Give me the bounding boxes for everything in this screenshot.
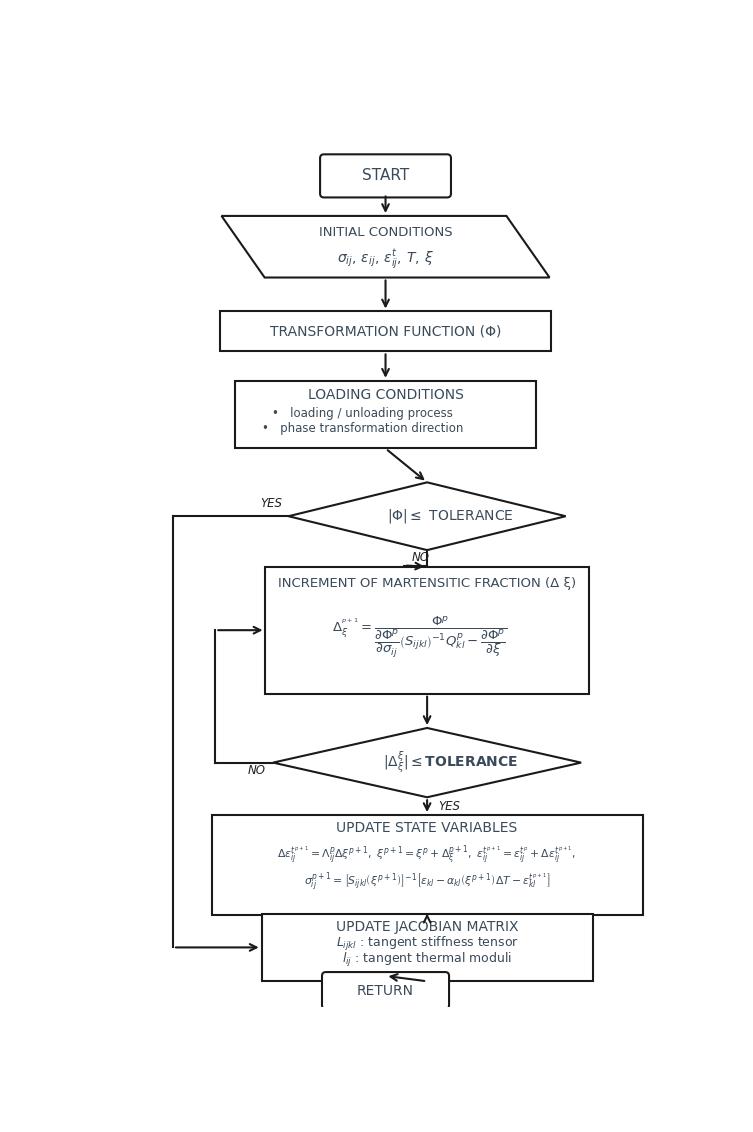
Bar <box>265 567 589 694</box>
Text: •   loading / unloading process: • loading / unloading process <box>272 406 453 420</box>
Text: UPDATE JACOBIAN MATRIX: UPDATE JACOBIAN MATRIX <box>336 920 518 934</box>
Bar <box>236 380 535 448</box>
Text: $L_{ijkl}$ : tangent stiffness tensor: $L_{ijkl}$ : tangent stiffness tensor <box>336 935 519 953</box>
Text: RETURN: RETURN <box>357 984 414 997</box>
Text: $|\Phi| \leq$ TOLERANCE: $|\Phi| \leq$ TOLERANCE <box>387 507 514 525</box>
Polygon shape <box>273 728 581 797</box>
FancyBboxPatch shape <box>320 154 451 197</box>
FancyBboxPatch shape <box>322 972 449 1009</box>
Text: INCREMENT OF MARTENSITIC FRACTION (Δ ξ): INCREMENT OF MARTENSITIC FRACTION (Δ ξ) <box>278 577 576 591</box>
Text: NO: NO <box>248 764 265 777</box>
Text: INITIAL CONDITIONS: INITIAL CONDITIONS <box>319 226 453 239</box>
Text: $\Delta_\xi^{^{p+1}} = \dfrac{\Phi^p}{\dfrac{\partial\Phi^p}{\partial\sigma_{ij}: $\Delta_\xi^{^{p+1}} = \dfrac{\Phi^p}{\d… <box>331 616 508 660</box>
Text: $\sigma_{ij}^{p+1} = \left[S_{ijkl}\left(\xi^{p+1}\right)\right]^{-1}\left[\vare: $\sigma_{ij}^{p+1} = \left[S_{ijkl}\left… <box>304 871 550 893</box>
Text: START: START <box>362 169 409 183</box>
Text: $\Delta\varepsilon_{ij}^{t^{p+1}} = \Lambda^p_{ij}\Delta\xi^{p+1},\; \xi^{p+1} =: $\Delta\varepsilon_{ij}^{t^{p+1}} = \Lam… <box>278 844 577 867</box>
Text: $l_{ij}$ : tangent thermal moduli: $l_{ij}$ : tangent thermal moduli <box>342 951 512 969</box>
Text: $|\Delta_\xi^{\xi}|\leq\mathbf{TOLERANCE}$: $|\Delta_\xi^{\xi}|\leq\mathbf{TOLERANCE… <box>383 749 518 775</box>
Text: NO: NO <box>412 551 430 564</box>
Bar <box>261 914 593 981</box>
Polygon shape <box>288 482 566 550</box>
Text: YES: YES <box>439 800 461 813</box>
Text: TRANSFORMATION FUNCTION (Φ): TRANSFORMATION FUNCTION (Φ) <box>270 325 501 338</box>
Bar <box>220 311 551 351</box>
Text: YES: YES <box>261 497 282 511</box>
Polygon shape <box>221 216 550 277</box>
Text: LOADING CONDITIONS: LOADING CONDITIONS <box>307 387 463 402</box>
Text: UPDATE STATE VARIABLES: UPDATE STATE VARIABLES <box>337 821 518 835</box>
Text: •   phase transformation direction: • phase transformation direction <box>262 422 463 435</box>
Text: $\sigma_{ij},\, \varepsilon_{ij},\, \varepsilon^t_{ij},\, T,\, \xi$: $\sigma_{ij},\, \varepsilon_{ij},\, \var… <box>337 247 434 271</box>
Bar <box>212 815 643 915</box>
